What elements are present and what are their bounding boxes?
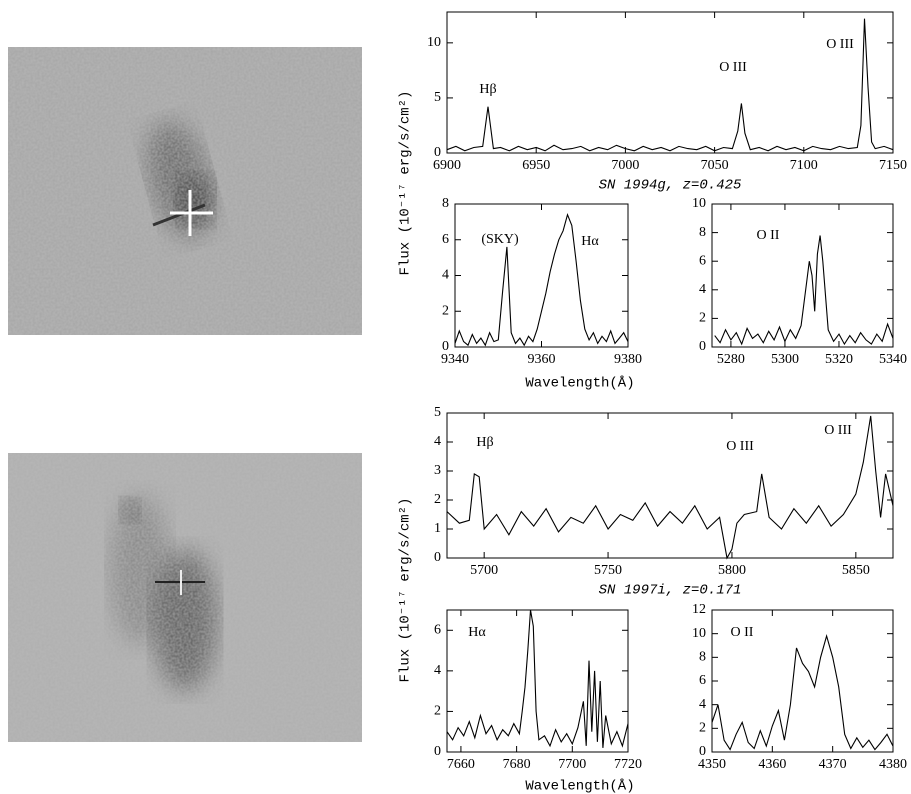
x-tick-label: 9340 <box>441 352 469 367</box>
x-tick-label: 9380 <box>614 352 642 367</box>
plot-frame <box>711 203 894 348</box>
line-annotation: O III <box>726 439 754 454</box>
y-tick-label: 1 <box>434 521 441 536</box>
x-tick-label: 6900 <box>433 158 461 173</box>
y-tick-label: 3 <box>434 463 441 478</box>
x-tick-label: 4350 <box>698 757 726 772</box>
y-tick-label: 0 <box>699 744 706 759</box>
y-tick-label: 0 <box>699 339 706 354</box>
y-tick-label: 0 <box>434 550 441 565</box>
x-tick-label: 7150 <box>879 158 907 173</box>
line-annotation: O II <box>731 625 754 640</box>
spectrum-line <box>454 212 629 347</box>
y-tick-label: 6 <box>699 253 706 268</box>
plot-frame <box>454 203 629 348</box>
line-annotation: Hα <box>468 625 486 640</box>
x-tick-label: 9360 <box>528 352 556 367</box>
x-tick-label: 7720 <box>614 757 642 772</box>
spectrum-line <box>446 415 894 560</box>
x-axis-label: Wavelength(Å) <box>525 375 634 392</box>
x-tick-label: 5750 <box>594 563 622 578</box>
x-tick-label: 7000 <box>611 158 639 173</box>
y-tick-label: 4 <box>699 282 706 297</box>
line-annotation: (SKY) <box>481 232 519 247</box>
x-tick-label: 4380 <box>879 757 907 772</box>
x-tick-label: 5300 <box>771 352 799 367</box>
x-tick-label: 5850 <box>842 563 870 578</box>
line-annotation: O III <box>826 37 854 52</box>
y-tick-label: 6 <box>699 673 706 688</box>
x-tick-label: 5800 <box>718 563 746 578</box>
x-tick-label: 7680 <box>503 757 531 772</box>
y-tick-label: 8 <box>699 650 706 665</box>
y-tick-label: 0 <box>442 339 449 354</box>
spectrum-caption: SN 1997i, z=0.171 <box>599 583 742 599</box>
plot-frame <box>446 609 629 753</box>
y-tick-label: 0 <box>434 744 441 759</box>
y-tick-label: 12 <box>692 602 706 617</box>
y-tick-label: 2 <box>434 492 441 507</box>
y-axis-label: Flux (10⁻¹⁷ erg/s/cm²) <box>398 91 414 276</box>
y-tick-label: 2 <box>442 303 449 318</box>
y-tick-label: 5 <box>434 90 441 105</box>
x-tick-label: 7660 <box>447 757 475 772</box>
x-tick-label: 5280 <box>717 352 745 367</box>
y-tick-label: 6 <box>434 623 441 638</box>
y-tick-label: 10 <box>427 35 441 50</box>
line-annotation: Hβ <box>479 82 496 97</box>
y-tick-label: 5 <box>434 405 441 420</box>
y-tick-label: 4 <box>434 663 441 678</box>
x-tick-label: 6950 <box>522 158 550 173</box>
line-annotation: O II <box>757 228 780 243</box>
y-tick-label: 10 <box>692 196 706 211</box>
spectrum-line <box>446 609 629 748</box>
spectrum-line <box>711 633 894 751</box>
x-tick-label: 7050 <box>701 158 729 173</box>
x-axis-label: Wavelength(Å) <box>525 778 634 794</box>
y-tick-label: 0 <box>434 145 441 160</box>
y-tick-label: 6 <box>442 232 449 247</box>
line-annotation: O III <box>824 423 852 438</box>
x-tick-label: 7100 <box>790 158 818 173</box>
spectrum-caption: SN 1994g, z=0.425 <box>599 178 742 194</box>
x-tick-label: 5340 <box>879 352 907 367</box>
y-tick-label: 4 <box>442 268 449 283</box>
spectrum-line <box>714 235 894 346</box>
y-tick-label: 8 <box>442 196 449 211</box>
y-axis-label: Flux (10⁻¹⁷ erg/s/cm²) <box>398 498 414 683</box>
line-annotation: Hα <box>581 234 599 249</box>
y-tick-label: 10 <box>692 626 706 641</box>
x-tick-label: 5700 <box>470 563 498 578</box>
x-tick-label: 5320 <box>825 352 853 367</box>
y-tick-label: 2 <box>434 704 441 719</box>
plot-frame <box>446 11 894 154</box>
x-tick-label: 4360 <box>758 757 786 772</box>
x-tick-label: 4370 <box>819 757 847 772</box>
galaxy-image-1 <box>8 47 362 335</box>
line-annotation: O III <box>719 60 747 75</box>
y-tick-label: 8 <box>699 225 706 240</box>
line-annotation: Hβ <box>476 435 493 450</box>
y-tick-label: 2 <box>699 721 706 736</box>
y-tick-label: 4 <box>699 697 706 712</box>
x-tick-label: 7700 <box>558 757 586 772</box>
plot-frame <box>446 412 894 559</box>
y-tick-label: 4 <box>434 434 441 449</box>
galaxy-image-2 <box>8 453 362 742</box>
y-tick-label: 2 <box>699 311 706 326</box>
spectrum-line <box>446 18 894 152</box>
